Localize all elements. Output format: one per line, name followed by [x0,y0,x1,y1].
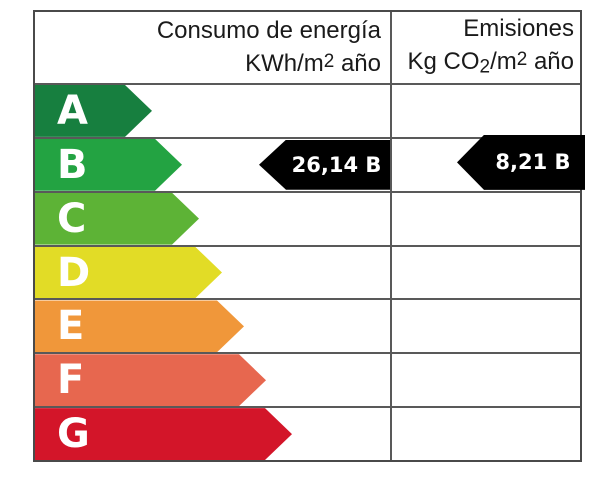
rating-cell-e-consumption: E [35,300,390,352]
rating-bar-c: C [35,193,199,245]
rating-cell-b-emissions: 8,21 B [390,134,585,191]
consumption-unit-prefix: KWh/m [245,50,324,78]
consumption-title: Consumo de energía [156,17,381,45]
rating-cell-g-emissions [390,408,580,461]
rating-table: Consumo de energía KWh/m2 año Emisiones … [33,10,585,462]
rating-row-a: A [35,85,580,137]
consumption-value-arrow: 26,14 B [259,139,390,190]
rating-letter-c: C [57,195,87,242]
rating-cell-b-consumption: B 26,14 B [35,139,390,191]
rating-letter-d: D [57,249,91,296]
rating-cell-e-emissions [390,300,580,353]
consumption-header: Consumo de energía KWh/m2 año [35,12,390,83]
table-header: Consumo de energía KWh/m2 año Emisiones … [35,12,580,85]
rating-bar-e: E [35,300,244,352]
rating-cell-f-emissions [390,354,580,407]
emissions-value-arrow: 8,21 B [457,134,585,190]
rating-bar-a: A [35,85,152,137]
rating-cell-a-consumption: A [35,85,390,137]
rating-bar-b: B [35,139,182,191]
consumption-value-label: 26,14 B [291,152,382,177]
emissions-unit: Kg CO2/m2 año [392,44,574,83]
rating-row-c: C [35,190,580,245]
rating-bar-d: D [35,247,222,299]
emissions-unit-prefix: Kg CO [407,47,480,75]
rating-letter-b: B [57,141,88,188]
rating-bar-f: F [35,354,266,406]
rating-letter-e: E [57,303,85,350]
consumption-unit-superscript: 2 [323,51,335,73]
rating-cell-a-emissions [390,85,580,137]
rating-cell-c-consumption: C [35,193,390,245]
emissions-value-label: 8,21 B [495,150,571,175]
emissions-title: Emisiones [463,14,574,42]
rating-cell-f-consumption: F [35,354,390,406]
rating-bar-g: G [35,408,292,460]
rating-cell-d-emissions [390,246,580,299]
rating-row-f: F [35,352,580,407]
rating-cell-g-consumption: G [35,408,390,460]
rating-letter-f: F [57,357,85,404]
emissions-unit-superscript: 2 [516,48,528,70]
rating-letter-a: A [57,87,88,134]
rating-row-g: G [35,406,580,461]
emissions-unit-mid: /m [490,47,517,75]
rating-row-b: B 26,14 B 8,21 B [35,134,585,191]
rating-cell-c-emissions [390,192,580,245]
emissions-unit-subscript: 2 [479,56,491,78]
emissions-header: Emisiones Kg CO2/m2 año [390,12,580,83]
rating-rows: A B 26,14 B 8,21 B [35,85,585,461]
rating-cell-d-consumption: D [35,247,390,299]
consumption-unit: KWh/m2 año [35,46,381,79]
consumption-unit-suffix: año [334,50,381,78]
emissions-unit-suffix: año [527,47,574,75]
rating-letter-g: G [57,411,90,458]
rating-row-e: E [35,298,580,353]
rating-row-d: D [35,244,580,299]
